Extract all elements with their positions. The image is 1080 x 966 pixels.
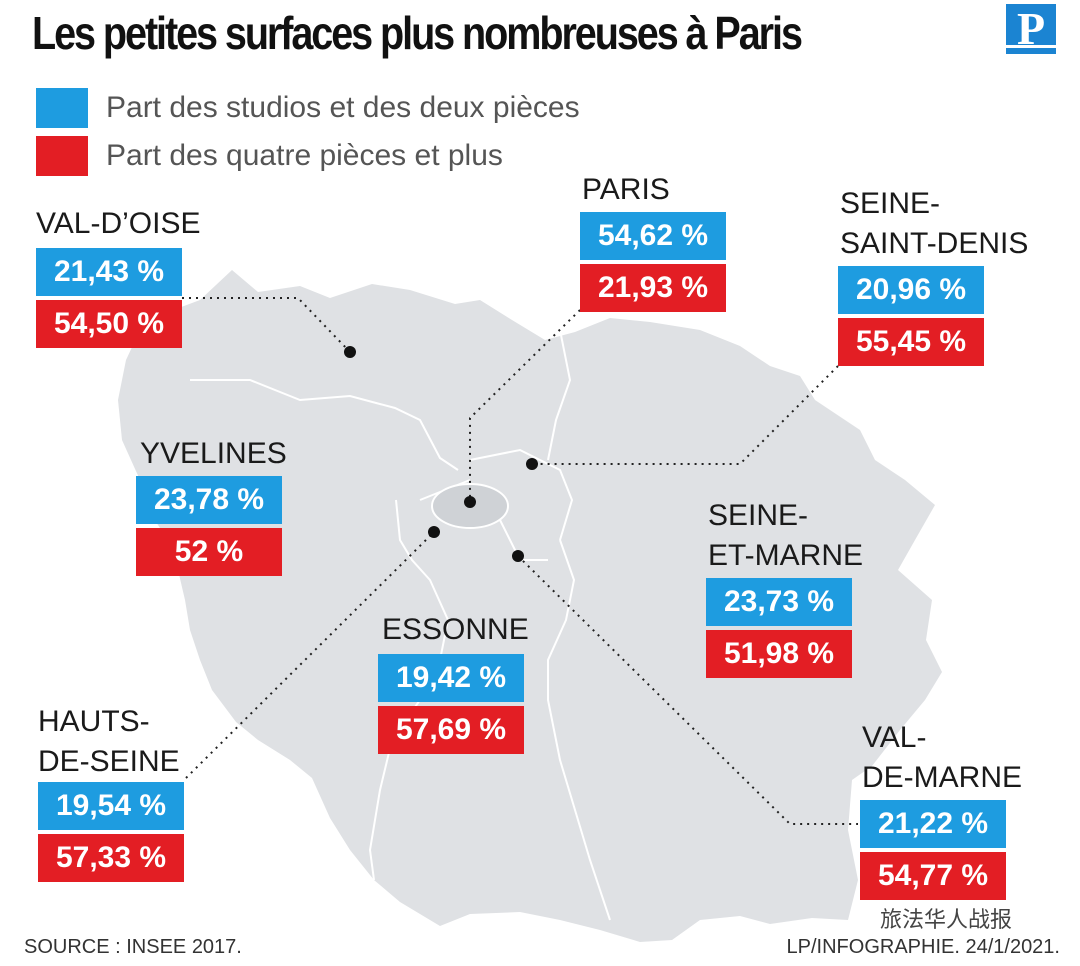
dept-small-val-doise: 21,43 % bbox=[36, 248, 182, 296]
dept-name-hauts-de-seine: HAUTS- DE-SEINE bbox=[38, 705, 180, 778]
dept-name-val-doise: VAL-D’OISE bbox=[36, 207, 201, 240]
marker-seine-saint-denis bbox=[526, 458, 538, 470]
dept-name-yvelines: YVELINES bbox=[140, 437, 287, 470]
dept-small-seine-et-marne: 23,73 % bbox=[706, 578, 852, 626]
dept-name-val-de-marne: VAL- DE-MARNE bbox=[862, 721, 1023, 794]
dept-large-yvelines: 52 % bbox=[136, 528, 282, 576]
dept-small-seine-saint-denis: 20,96 % bbox=[838, 266, 984, 314]
legend-label-large: Part des quatre pièces et plus bbox=[106, 139, 503, 172]
le-parisien-logo: P bbox=[1006, 4, 1056, 54]
dept-large-val-de-marne: 54,77 % bbox=[860, 852, 1006, 900]
credit-note: LP/INFOGRAPHIE. 24/1/2021. bbox=[786, 936, 1060, 958]
legend-item-large: Part des quatre pièces et plus bbox=[36, 136, 503, 176]
dept-small-essonne: 19,42 % bbox=[378, 654, 524, 702]
marker-val-doise bbox=[344, 346, 356, 358]
source-note: SOURCE : INSEE 2017. bbox=[24, 936, 242, 958]
page-title: Les petites surfaces plus nombreuses à P… bbox=[32, 7, 803, 59]
dept-small-paris: 54,62 % bbox=[580, 212, 726, 260]
legend-item-small: Part des studios et des deux pièces bbox=[36, 88, 580, 128]
legend-swatch-red bbox=[36, 136, 88, 176]
marker-val-de-marne bbox=[512, 550, 524, 562]
dept-name-essonne: ESSONNE bbox=[382, 613, 529, 646]
dept-large-seine-et-marne: 51,98 % bbox=[706, 630, 852, 678]
dept-name-seine-saint-denis: SEINE- SAINT-DENIS bbox=[840, 187, 1029, 260]
dept-large-paris: 21,93 % bbox=[580, 264, 726, 312]
dept-name-paris: PARIS bbox=[582, 173, 670, 206]
dept-name-seine-et-marne: SEINE- ET-MARNE bbox=[708, 499, 864, 572]
location-markers bbox=[344, 346, 538, 562]
legend-label-small: Part des studios et des deux pièces bbox=[106, 91, 580, 124]
region-outline bbox=[118, 270, 942, 942]
dept-large-hauts-de-seine: 57,33 % bbox=[38, 834, 184, 882]
dept-small-val-de-marne: 21,22 % bbox=[860, 800, 1006, 848]
dept-large-seine-saint-denis: 55,45 % bbox=[838, 318, 984, 366]
marker-paris bbox=[464, 496, 476, 508]
dept-small-hauts-de-seine: 19,54 % bbox=[38, 782, 184, 830]
dept-small-yvelines: 23,78 % bbox=[136, 476, 282, 524]
leader-lines bbox=[182, 297, 858, 825]
watermark-text: 旅法华人战报 bbox=[880, 907, 1013, 932]
legend-swatch-blue bbox=[36, 88, 88, 128]
dept-large-essonne: 57,69 % bbox=[378, 706, 524, 754]
marker-hauts-de-seine bbox=[428, 526, 440, 538]
dept-large-val-doise: 54,50 % bbox=[36, 300, 182, 348]
